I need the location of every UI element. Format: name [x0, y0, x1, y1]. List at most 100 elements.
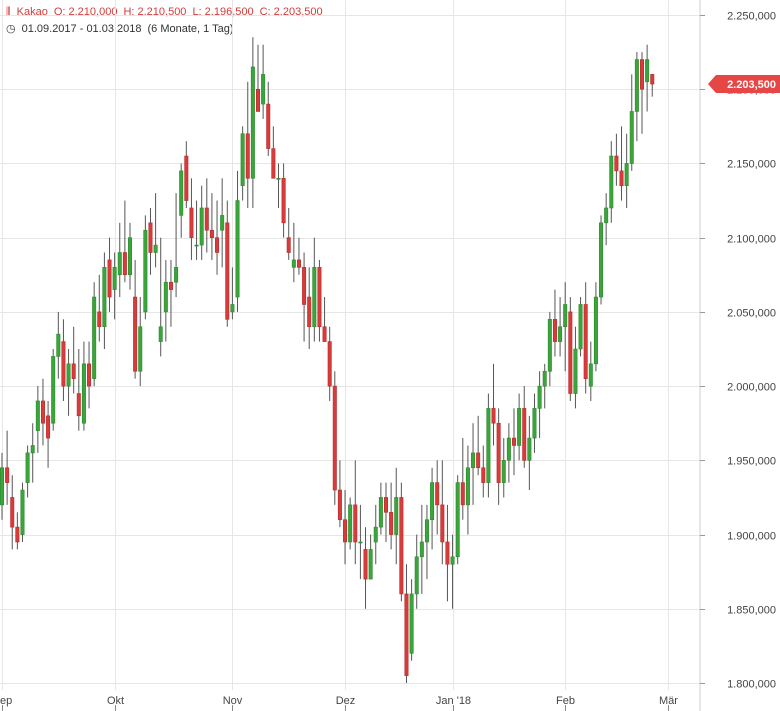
candle — [51, 349, 56, 431]
candle-body — [629, 111, 634, 164]
candle — [527, 415, 532, 491]
candle-body — [143, 229, 148, 313]
candle-body — [302, 267, 307, 305]
candle-body — [10, 497, 15, 528]
candle-body — [634, 59, 639, 112]
candle — [235, 170, 240, 312]
candle-body — [358, 541, 363, 544]
candle — [568, 297, 573, 401]
candle-body — [46, 415, 51, 439]
candle-body — [20, 489, 25, 535]
candle-body — [281, 177, 286, 224]
candle — [261, 44, 266, 119]
candle — [117, 222, 122, 298]
candle — [307, 267, 312, 349]
candle — [460, 438, 465, 520]
candle-body — [552, 319, 557, 342]
candle-body — [255, 88, 260, 112]
candle — [148, 207, 153, 275]
candle-body — [235, 200, 240, 298]
candle-body — [194, 244, 199, 247]
candle — [66, 349, 71, 416]
candle — [634, 52, 639, 142]
candle — [25, 445, 30, 498]
candle-body — [261, 74, 266, 105]
candle-body — [389, 511, 394, 535]
candle-body — [353, 504, 358, 543]
candle-body — [424, 519, 429, 543]
y-axis: 2.250,0002.200,0002.150,0002.100,0002.05… — [699, 0, 776, 711]
candle — [511, 408, 516, 476]
candle-body — [276, 177, 281, 180]
x-axis: Sep Okt Nov Dez Jan '18 Feb Mär — [0, 695, 678, 711]
candle — [624, 133, 629, 208]
candle-body — [163, 281, 168, 313]
candle-body — [286, 237, 291, 253]
candle-body — [568, 311, 573, 394]
candle — [199, 185, 204, 260]
last-price-badge: 2.203,500 — [708, 75, 780, 94]
candle-body — [158, 326, 163, 342]
candle — [435, 460, 440, 535]
candle — [286, 207, 291, 260]
candle-body — [92, 296, 97, 379]
candle-body — [250, 66, 255, 179]
candle — [128, 222, 133, 290]
candle-body — [5, 467, 10, 483]
candle — [317, 259, 322, 342]
candle-body — [209, 229, 214, 238]
candle — [245, 81, 250, 208]
candle-body — [128, 237, 133, 276]
y-tick-label: 2.100,000 — [727, 234, 776, 246]
candle — [491, 363, 496, 446]
candlestick-icon: ⫴ — [6, 6, 11, 18]
y-tick-label: 2.000,000 — [727, 382, 776, 394]
candle — [430, 467, 435, 550]
candle — [404, 564, 409, 683]
candle — [445, 504, 450, 602]
candle-body — [184, 155, 189, 201]
candle — [542, 363, 547, 409]
candle — [593, 282, 598, 372]
candle-body — [619, 170, 624, 187]
candle — [424, 504, 429, 580]
candle-body — [373, 526, 378, 543]
candle-body — [245, 133, 250, 179]
candle — [215, 200, 220, 275]
candle — [332, 371, 337, 505]
candle — [639, 52, 644, 134]
candle — [583, 282, 588, 394]
candle-body — [522, 408, 527, 461]
candle-body — [414, 556, 419, 595]
candle — [394, 467, 399, 565]
candle — [220, 178, 225, 268]
candle-body — [0, 467, 5, 506]
candle — [204, 178, 209, 253]
last-price-label: 2.203,500 — [727, 79, 776, 91]
candle-body — [15, 526, 20, 543]
candle — [440, 460, 445, 565]
candle — [35, 386, 40, 453]
period-text: (6 Monate, 1 Tag) — [147, 23, 234, 35]
candle — [71, 326, 76, 394]
candle-body — [271, 148, 276, 179]
candle-body — [220, 215, 225, 231]
candle — [363, 527, 368, 609]
candle — [138, 297, 143, 387]
candle-body — [506, 437, 511, 461]
candle-body — [337, 489, 342, 521]
candle-body — [404, 593, 409, 676]
candle — [40, 378, 45, 446]
candle-body — [435, 482, 440, 506]
candle — [645, 44, 650, 112]
candle — [496, 408, 501, 505]
candle-body — [399, 497, 404, 595]
candle — [250, 37, 255, 208]
candle-body — [588, 363, 593, 387]
candle — [163, 259, 168, 342]
candle-body — [445, 541, 450, 565]
candle — [46, 400, 51, 468]
candle-body — [368, 549, 373, 580]
candle — [578, 297, 583, 357]
candle-body — [409, 593, 414, 654]
